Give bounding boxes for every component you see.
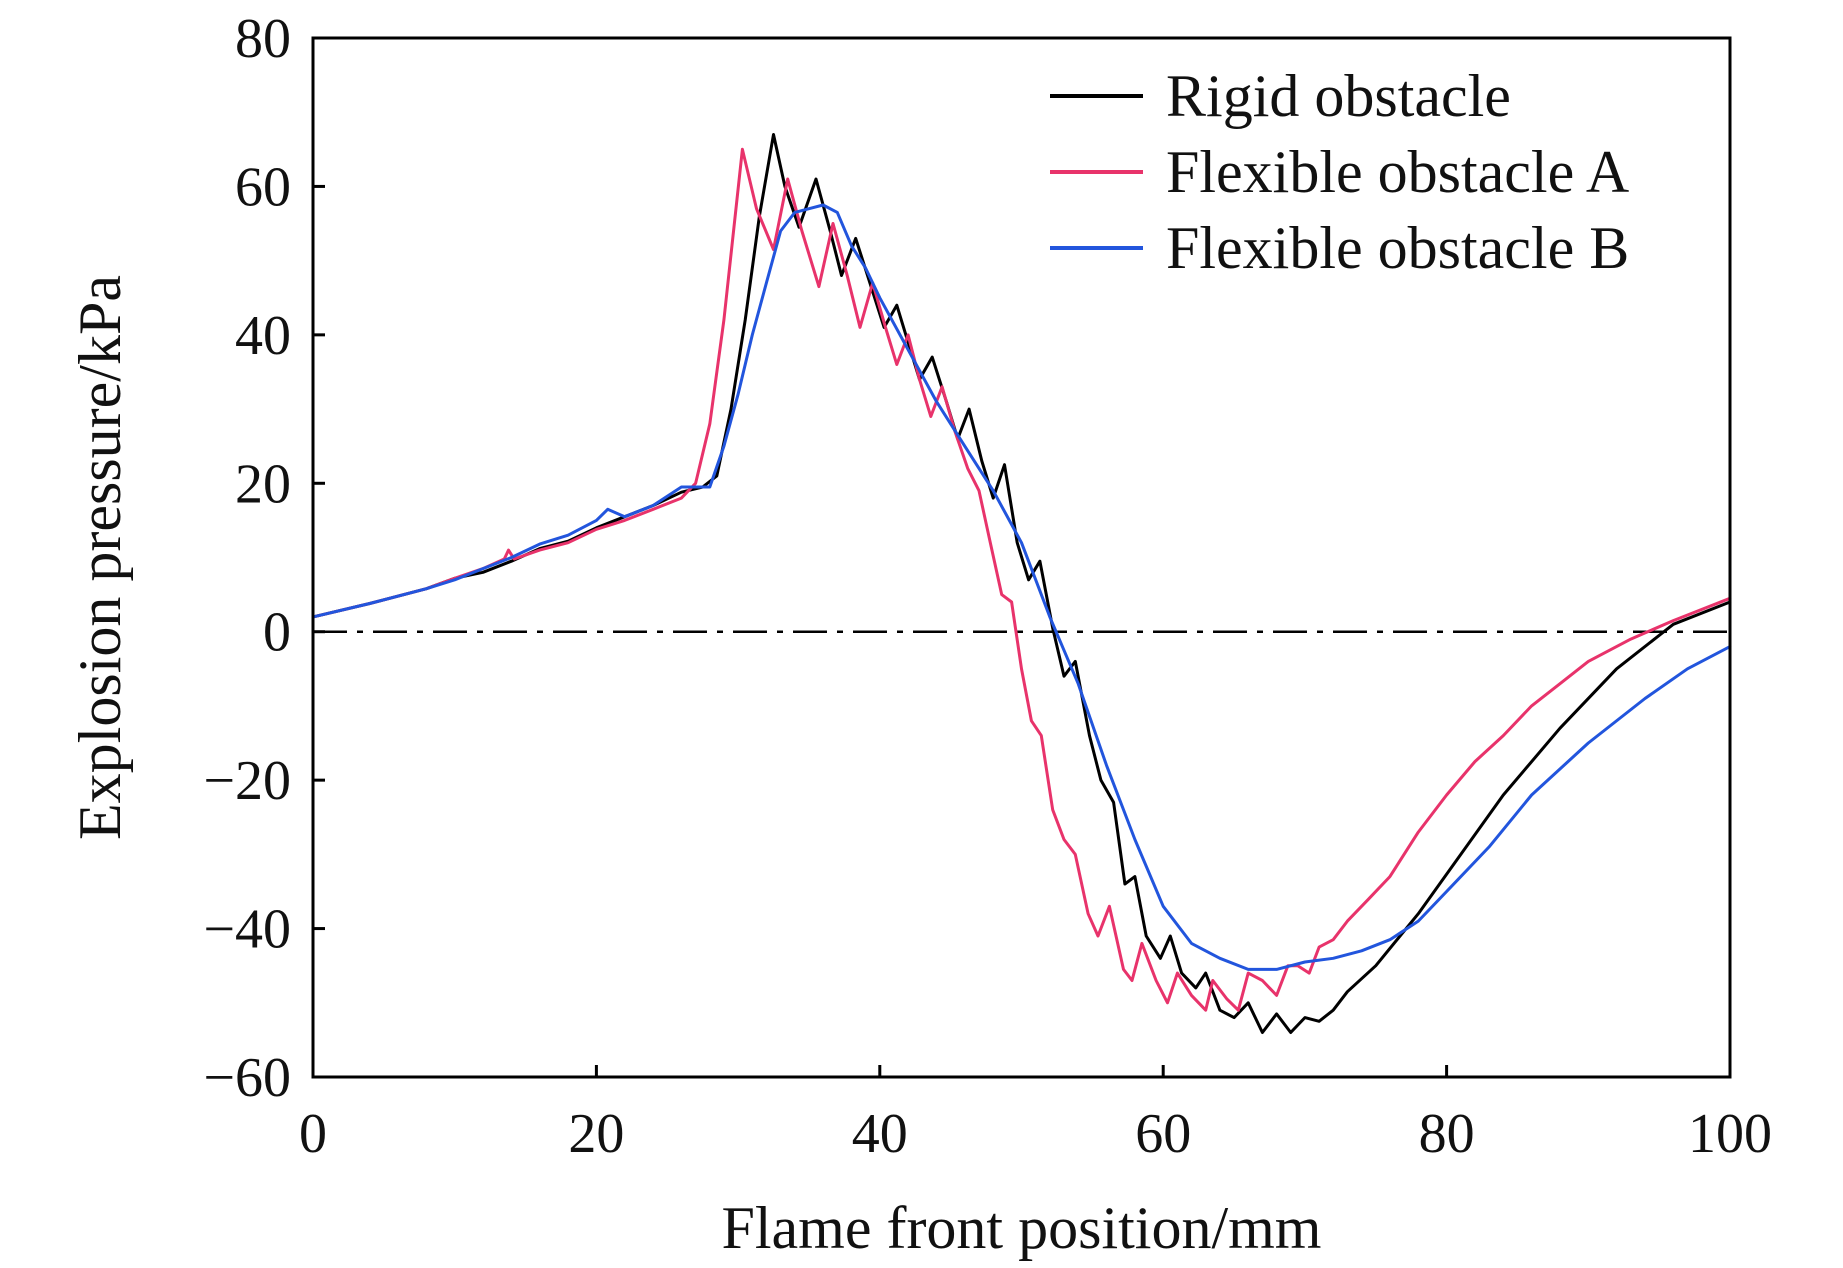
tick-layer: 0 20 40 60 80 100 80 60 40 20 0 −20 −40 −60 <box>203 8 1772 1165</box>
x-axis-label: Flame front position/mm <box>722 1195 1322 1261</box>
series-line-flexible-obstacle-b <box>311 203 1732 971</box>
x-tick-label: 60 <box>1135 1103 1191 1165</box>
y-tick-label: −60 <box>203 1047 291 1109</box>
y-axis-label: Explosion pressure/kPa <box>67 275 133 840</box>
y-tick-label: −20 <box>203 750 291 812</box>
x-tick-label: 80 <box>1419 1103 1475 1165</box>
series-line-flexible-obstacle-a <box>311 147 1732 1012</box>
x-tick-label: 40 <box>852 1103 908 1165</box>
series-line-rigid-obstacle <box>311 133 1732 1034</box>
x-tick-label: 0 <box>299 1103 327 1165</box>
x-tick-label: 100 <box>1688 1103 1772 1165</box>
x-tick-label: 20 <box>568 1103 624 1165</box>
y-tick-label: 20 <box>235 453 291 515</box>
y-tick-label: 0 <box>263 602 291 664</box>
y-tick-label: 80 <box>235 8 291 70</box>
legend-label-rigid-obstacle: Rigid obstacle <box>1166 63 1511 129</box>
plot-frame-layer <box>311 36 1732 1079</box>
series-layer <box>311 133 1732 1034</box>
plot-frame <box>311 36 1732 1079</box>
legend-label-flexible-obstacle-b: Flexible obstacle B <box>1166 215 1629 281</box>
legend-label-flexible-obstacle-a: Flexible obstacle A <box>1166 139 1629 205</box>
y-tick-label: 60 <box>235 156 291 218</box>
y-tick-label: −40 <box>203 899 291 961</box>
legend: Rigid obstacle Flexible obstacle A Flexibl… <box>1050 63 1629 281</box>
y-tick-label: 40 <box>235 305 291 367</box>
